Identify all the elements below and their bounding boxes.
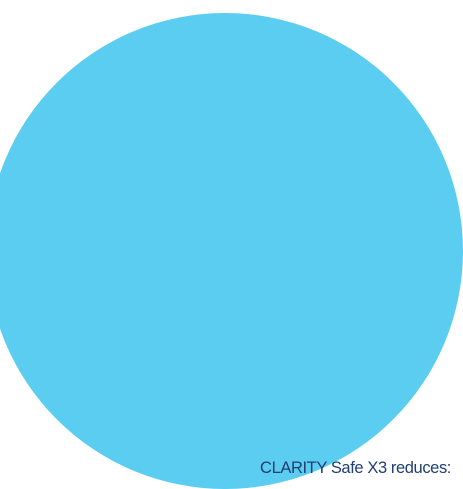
- caption-text: CLARITY Safe X3 reduces:: [260, 459, 451, 477]
- decorative-circle: [0, 13, 463, 489]
